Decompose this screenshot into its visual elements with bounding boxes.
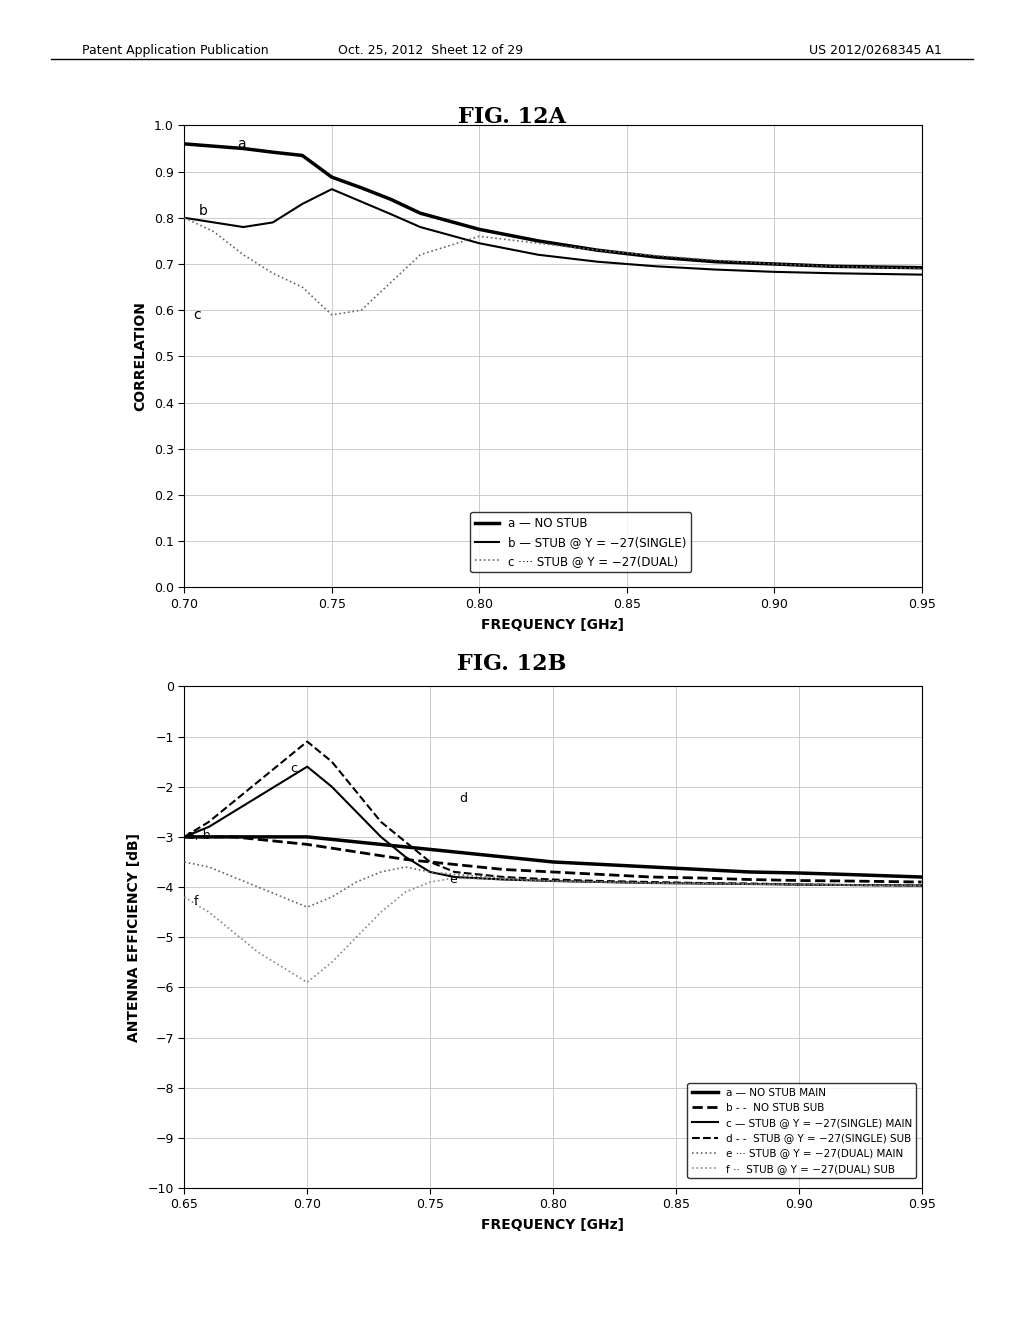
Text: Patent Application Publication: Patent Application Publication <box>82 44 268 57</box>
Y-axis label: ANTENNA EFFICIENCY [dB]: ANTENNA EFFICIENCY [dB] <box>127 833 140 1041</box>
Legend: a — NO STUB MAIN, b - -  NO STUB SUB, c — STUB @ Y = −27(SINGLE) MAIN, d - -  ST: a — NO STUB MAIN, b - - NO STUB SUB, c —… <box>687 1084 916 1177</box>
Text: b: b <box>199 205 208 219</box>
Text: e: e <box>450 873 458 886</box>
Text: Oct. 25, 2012  Sheet 12 of 29: Oct. 25, 2012 Sheet 12 of 29 <box>338 44 522 57</box>
Text: FIG. 12B: FIG. 12B <box>458 653 566 676</box>
X-axis label: FREQUENCY [GHz]: FREQUENCY [GHz] <box>481 1218 625 1233</box>
X-axis label: FREQUENCY [GHz]: FREQUENCY [GHz] <box>481 618 625 632</box>
Text: a, b: a, b <box>186 829 210 842</box>
Y-axis label: CORRELATION: CORRELATION <box>133 301 147 412</box>
Text: c: c <box>194 309 201 322</box>
Text: d: d <box>460 792 468 805</box>
Text: FIG. 12A: FIG. 12A <box>458 106 566 128</box>
Text: f: f <box>195 895 199 908</box>
Text: a: a <box>238 136 246 150</box>
Legend: a — NO STUB, b — STUB @ Y = −27(SINGLE), c ···· STUB @ Y = −27(DUAL): a — NO STUB, b — STUB @ Y = −27(SINGLE),… <box>470 512 691 573</box>
Text: c: c <box>290 762 297 775</box>
Text: US 2012/0268345 A1: US 2012/0268345 A1 <box>809 44 942 57</box>
